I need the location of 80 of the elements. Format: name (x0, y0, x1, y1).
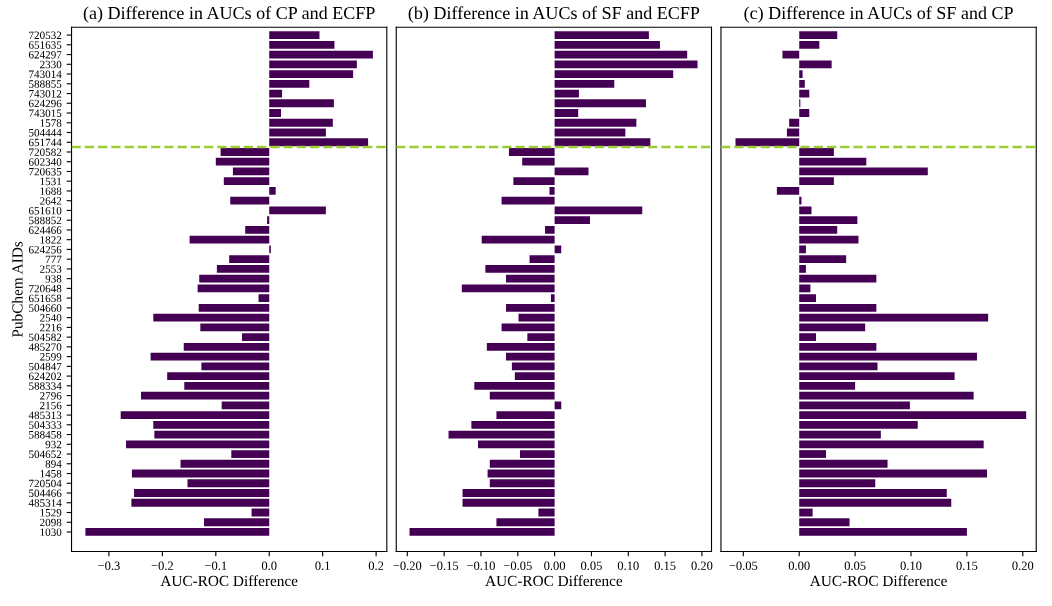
y-tick-label: 651658 (28, 294, 62, 303)
chart-title: (c) Difference in AUCs of SF and CP (744, 6, 1013, 23)
x-tick-label: 0.15 (654, 561, 676, 571)
x-tick-label: 0.10 (900, 561, 922, 571)
x-axis-title: AUC-ROC Difference (809, 575, 947, 587)
x-tick-label: −0.1 (205, 561, 227, 571)
y-tick-label: 777 (45, 255, 62, 264)
y-tick-label: 651744 (28, 138, 62, 147)
y-tick-label: 720635 (29, 167, 62, 176)
x-axis-title: AUC-ROC Difference (485, 575, 623, 587)
y-tick-label: 2642 (40, 197, 62, 205)
y-tick-label: 504847 (29, 362, 62, 371)
y-tick-label: 1529 (40, 508, 62, 517)
y-tick-label: 1578 (40, 119, 62, 127)
y-tick-label: 624256 (28, 245, 62, 254)
chart-title: (a) Difference in AUCs of CP and ECFP (83, 6, 375, 23)
y-tick-label: 504652 (29, 450, 62, 458)
x-tick-label: −0.3 (98, 561, 120, 571)
x-tick-label: −0.15 (430, 561, 459, 571)
y-tick-label: 588458 (29, 431, 62, 439)
y-tick-label: 743015 (29, 109, 62, 117)
x-tick-label: 0.20 (691, 561, 713, 571)
y-tick-label: 2330 (40, 60, 62, 69)
y-tick-label: 588334 (29, 382, 62, 390)
y-tick-label: 588852 (29, 216, 62, 225)
x-tick-label: 0.1 (315, 561, 330, 571)
x-tick-label: 0.05 (580, 561, 602, 571)
x-tick-label: −0.10 (467, 561, 495, 571)
y-tick-label: 2553 (40, 265, 62, 273)
y-tick-label: 485313 (28, 411, 62, 420)
y-tick-label: 2540 (40, 314, 62, 322)
y-tick-label: 504660 (29, 304, 62, 312)
x-tick-label: −0.20 (393, 561, 422, 571)
y-tick-label: 588855 (29, 80, 62, 88)
x-tick-label: 0.00 (788, 561, 810, 571)
y-tick-label: 624466 (28, 226, 62, 234)
y-tick-label: 504444 (29, 128, 62, 137)
y-tick-label: 894 (45, 460, 62, 468)
y-tick-label: 743012 (29, 89, 62, 98)
x-tick-label: 0.0 (261, 561, 277, 571)
chart-title: (b) Difference in AUCs of SF and ECFP (408, 6, 700, 23)
x-tick-label: −0.05 (729, 561, 758, 571)
y-tick-label: 485314 (28, 499, 62, 507)
x-tick-label: 0.00 (544, 561, 566, 571)
x-tick-label: 0.05 (844, 561, 866, 571)
y-tick-label: 651635 (28, 41, 62, 49)
y-tick-label: 720582 (29, 148, 62, 156)
x-axis-title: AUC-ROC Difference (160, 575, 298, 587)
x-tick-label: 0.10 (617, 561, 639, 571)
y-tick-label: 938 (45, 275, 62, 283)
y-tick-label: 1822 (40, 236, 62, 244)
y-tick-label: 1030 (40, 528, 62, 536)
x-tick-label: 0.20 (1012, 561, 1034, 571)
y-axis-title: PubChem AIDs (11, 241, 23, 338)
y-tick-label: 624296 (28, 99, 62, 108)
y-tick-label: 504466 (29, 489, 62, 497)
y-tick-label: 651610 (28, 206, 62, 215)
y-tick-label: 720504 (29, 479, 62, 488)
y-tick-label: 743014 (29, 70, 62, 78)
y-tick-label: 1531 (40, 177, 62, 186)
x-tick-label: −0.2 (151, 561, 174, 571)
y-tick-label: 2796 (40, 392, 62, 400)
y-tick-label: 504582 (29, 333, 62, 342)
y-tick-label: 2156 (40, 401, 62, 410)
y-tick-label: 504333 (29, 421, 62, 429)
y-tick-label: 485270 (28, 343, 62, 351)
x-tick-label: 0.2 (368, 561, 384, 571)
y-tick-label: 2599 (40, 353, 62, 361)
x-tick-label: −0.05 (503, 561, 532, 571)
y-tick-label: 624297 (28, 51, 62, 59)
y-tick-label: 624202 (28, 372, 62, 381)
y-tick-label: 602340 (28, 158, 62, 166)
y-tick-label: 2098 (40, 518, 62, 527)
y-tick-label: 720648 (29, 284, 62, 293)
y-tick-label: 720532 (29, 31, 62, 40)
y-tick-label: 1458 (40, 469, 62, 478)
y-tick-label: 932 (45, 440, 62, 449)
y-tick-label: 2216 (40, 323, 62, 332)
y-tick-label: 1688 (40, 187, 62, 195)
x-tick-label: 0.15 (956, 561, 978, 571)
